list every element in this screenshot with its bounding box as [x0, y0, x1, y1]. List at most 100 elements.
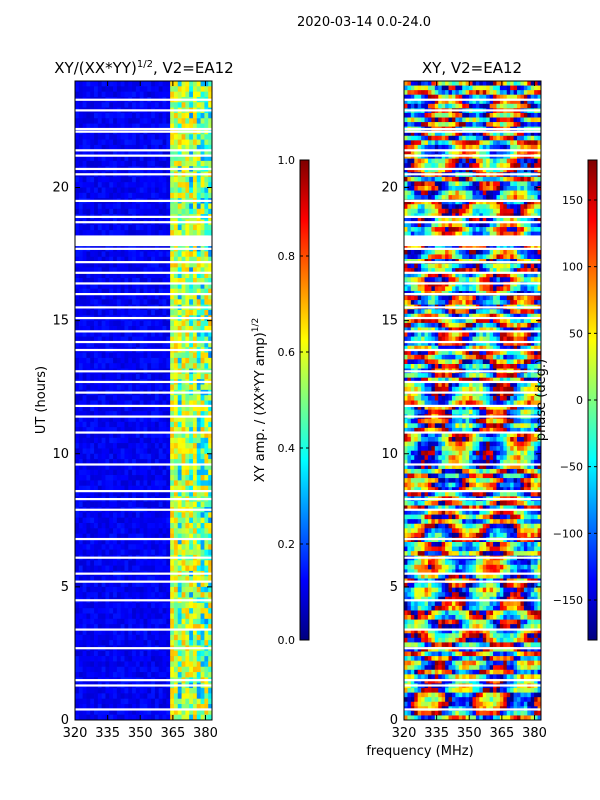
- heatmap-cell: [116, 522, 122, 529]
- heatmap-cell: [109, 666, 114, 673]
- heatmap-cell: [132, 517, 137, 524]
- heatmap-cell: [154, 123, 160, 130]
- heatmap-cell: [94, 443, 99, 449]
- heatmap-cell: [86, 624, 91, 630]
- heatmap-cell: [189, 576, 194, 582]
- heatmap-cell: [192, 299, 198, 306]
- heatmap-cell: [486, 122, 491, 128]
- heatmap-cell: [97, 384, 103, 391]
- heatmap-cell: [139, 522, 144, 529]
- heatmap-cell: [177, 341, 182, 348]
- heatmap-cell: [135, 704, 141, 710]
- heatmap-cell: [158, 320, 163, 327]
- heatmap-cell: [166, 453, 171, 460]
- heatmap-cell: [78, 629, 84, 636]
- heatmap-cell: [166, 432, 171, 439]
- heatmap-cell: [170, 421, 175, 428]
- heatmap-cell: [94, 480, 99, 487]
- heatmap-cell: [135, 586, 141, 593]
- heatmap-cell: [455, 140, 460, 146]
- heatmap-cell: [97, 693, 103, 700]
- heatmap-cell: [128, 288, 133, 295]
- heatmap-cell: [517, 99, 521, 105]
- heatmap-cell: [196, 427, 201, 433]
- heatmap-cell: [173, 480, 179, 487]
- heatmap-cell: [185, 688, 190, 694]
- heatmap-cell: [86, 453, 91, 460]
- heatmap-cell: [78, 118, 84, 125]
- heatmap-cell: [113, 432, 118, 439]
- heatmap-cell: [181, 416, 186, 423]
- heatmap-cell: [170, 336, 175, 343]
- heatmap-cell: [410, 103, 415, 109]
- heatmap-cell: [147, 608, 152, 614]
- heatmap-cell: [109, 283, 114, 290]
- heatmap-cell: [116, 102, 122, 109]
- heatmap-cell: [181, 501, 186, 508]
- heatmap-cell: [86, 208, 91, 215]
- heatmap-cell: [192, 294, 198, 300]
- heatmap-cell: [200, 656, 205, 662]
- heatmap-cell: [177, 629, 182, 636]
- heatmap-cell: [86, 485, 91, 492]
- heatmap-cell: [158, 405, 163, 412]
- heatmap-cell: [489, 131, 494, 137]
- heatmap-cell: [166, 187, 171, 194]
- heatmap-cell: [177, 459, 182, 465]
- heatmap-cell: [120, 256, 125, 263]
- heatmap-cell: [200, 602, 205, 609]
- heatmap-cell: [465, 135, 470, 141]
- heatmap-cell: [185, 363, 190, 369]
- heatmap-cell: [97, 309, 103, 316]
- heatmap-cell: [143, 469, 148, 476]
- heatmap-cell: [166, 640, 171, 646]
- heatmap-cell: [192, 640, 198, 646]
- heatmap-cell: [147, 272, 152, 279]
- heatmap-cell: [455, 135, 460, 141]
- heatmap-cell: [94, 459, 99, 465]
- heatmap-cell: [177, 576, 182, 582]
- heatmap-cell: [181, 203, 186, 210]
- heatmap-cell: [147, 357, 152, 364]
- heatmap-cell: [78, 224, 84, 231]
- heatmap-cell: [496, 140, 501, 146]
- heatmap-cell: [116, 182, 122, 188]
- heatmap-cell: [189, 661, 194, 668]
- heatmap-cell: [154, 485, 160, 492]
- heatmap-cell: [82, 272, 87, 279]
- heatmap-cell: [208, 155, 213, 162]
- heatmap-cell: [82, 187, 87, 194]
- heatmap-cell: [158, 283, 163, 290]
- heatmap-cell: [431, 112, 436, 118]
- heatmap-cell: [181, 336, 186, 343]
- heatmap-cell: [154, 421, 160, 428]
- heatmap-cell: [170, 150, 175, 156]
- heatmap-cell: [128, 400, 133, 407]
- heatmap-cell: [192, 341, 198, 348]
- heatmap-cell: [90, 464, 95, 471]
- heatmap-cell: [181, 512, 186, 519]
- heatmap-cell: [86, 634, 91, 641]
- heatmap-cell: [94, 155, 99, 162]
- heatmap-cell: [170, 693, 175, 700]
- heatmap-cell: [86, 112, 91, 119]
- heatmap-cell: [173, 416, 179, 423]
- heatmap-cell: [200, 272, 205, 279]
- heatmap-cell: [101, 160, 106, 167]
- heatmap-cell: [109, 629, 114, 636]
- heatmap-cell: [90, 251, 95, 258]
- heatmap-cell: [94, 309, 99, 316]
- heatmap-cell: [200, 517, 205, 524]
- heatmap-cell: [139, 533, 144, 540]
- heatmap-cell: [113, 251, 118, 258]
- heatmap-cell: [120, 267, 125, 274]
- heatmap-cell: [196, 299, 201, 306]
- heatmap-cell: [475, 94, 480, 100]
- heatmap-cell: [132, 411, 137, 417]
- heatmap-cell: [465, 112, 470, 118]
- heatmap-cell: [147, 634, 152, 641]
- heatmap-cell: [97, 501, 103, 508]
- heatmap-cell: [154, 155, 160, 162]
- heatmap-cell: [151, 544, 156, 551]
- heatmap-cell: [82, 118, 87, 125]
